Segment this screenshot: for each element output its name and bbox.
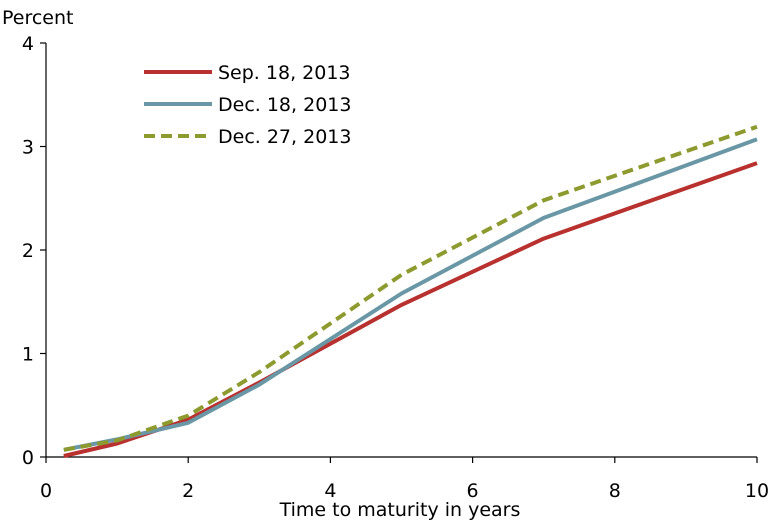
y-tick-label: 2: [22, 240, 34, 262]
x-tick-label: 2: [182, 480, 194, 502]
series-line-1: [63, 161, 758, 458]
legend-label-2: Dec. 18, 2013: [218, 94, 351, 116]
y-axis: 0 1 2 3 4: [22, 33, 47, 469]
y-tick-label: 0: [22, 447, 34, 469]
x-axis-title: Time to maturity in years: [279, 499, 521, 521]
x-tick-label: 8: [609, 480, 621, 502]
y-tick-label: 1: [22, 344, 34, 366]
series-line-3: [63, 124, 758, 452]
legend: Sep. 18, 2013 Dec. 18, 2013 Dec. 27, 2013: [144, 62, 351, 148]
legend-label-1: Sep. 18, 2013: [218, 62, 351, 84]
y-tick-label: 3: [22, 137, 34, 159]
x-tick-label: 0: [40, 480, 52, 502]
series-line-2: [63, 137, 758, 452]
legend-label-3: Dec. 27, 2013: [218, 126, 351, 148]
x-axis: 0 2 4 6 8 10: [40, 456, 769, 502]
y-axis-title: Percent: [2, 7, 74, 29]
x-tick-label: 10: [745, 480, 769, 502]
series-lines: [63, 124, 758, 458]
y-tick-label: 4: [22, 33, 34, 55]
x-tick-label: 6: [467, 480, 479, 502]
x-tick-label: 4: [324, 480, 336, 502]
